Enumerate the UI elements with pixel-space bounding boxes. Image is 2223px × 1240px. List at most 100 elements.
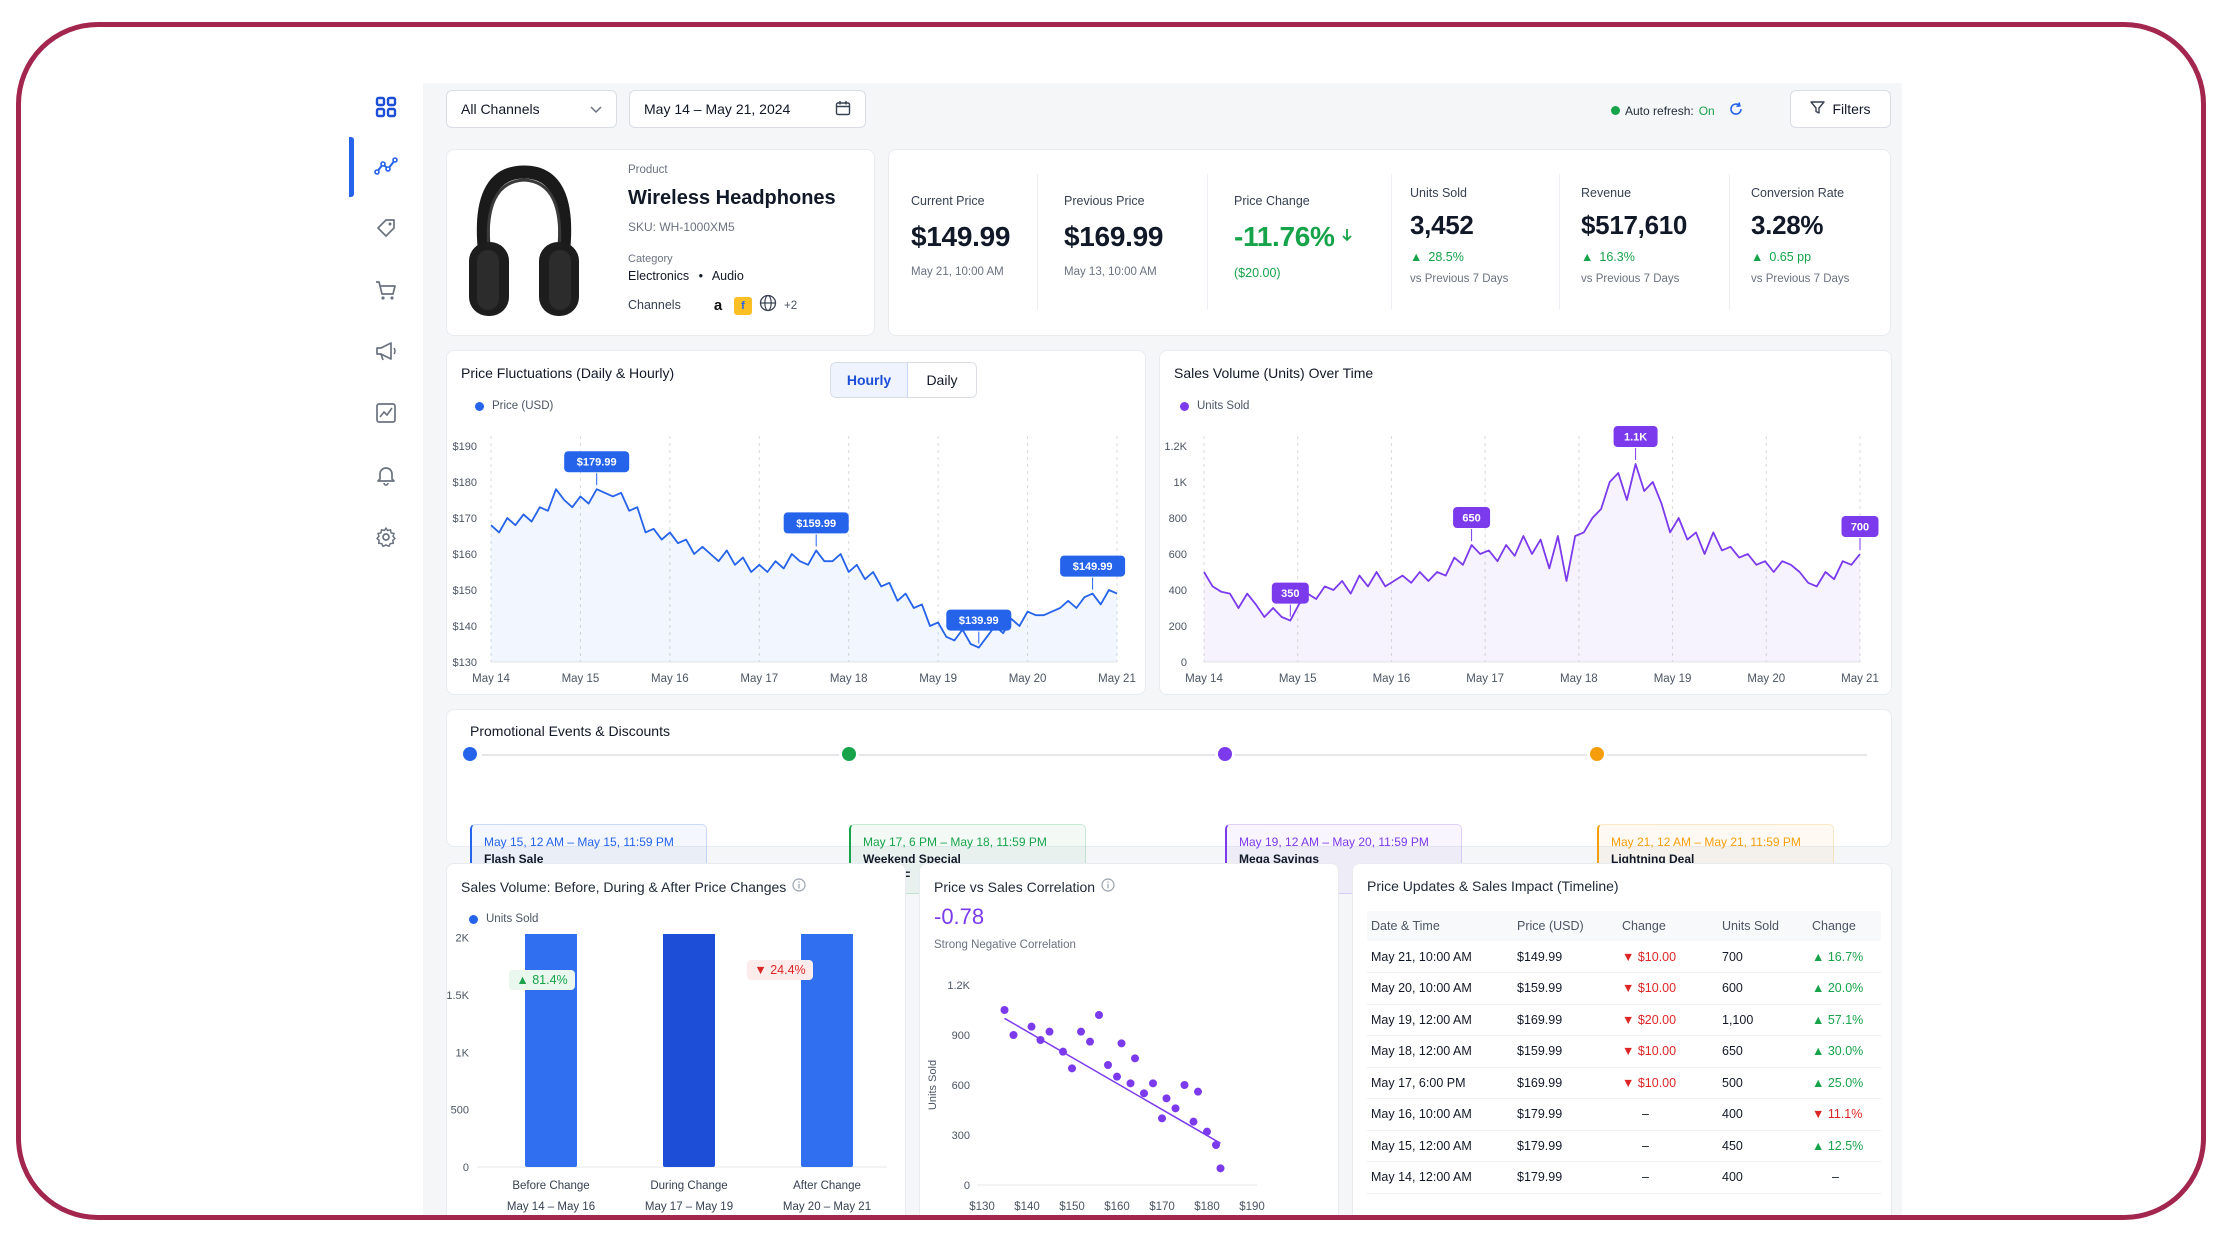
- tab-hourly[interactable]: Hourly: [831, 363, 908, 397]
- cell-price-change: ▼ $10.00: [1622, 1035, 1722, 1068]
- dashboard-grid-icon[interactable]: [369, 90, 403, 124]
- cell-units-change: ▼ 11.1%: [1812, 1098, 1881, 1131]
- kpi-sub: vs Previous 7 Days: [1581, 273, 1680, 285]
- x-tick-label: May 14: [472, 673, 510, 685]
- table-row[interactable]: May 21, 10:00 AM $149.99 ▼ $10.00 700 ▲ 16.7…: [1367, 941, 1881, 973]
- kpi-label: Revenue: [1581, 186, 1632, 200]
- megaphone-icon[interactable]: [369, 334, 403, 368]
- bar: [801, 934, 853, 1167]
- table-row[interactable]: May 18, 12:00 AM $159.99 ▼ $10.00 650 ▲ 30.0…: [1367, 1035, 1881, 1068]
- volume-legend: Units Sold: [1180, 400, 1249, 412]
- table-row[interactable]: May 16, 10:00 AM $179.99–400 ▼ 11.1%: [1367, 1098, 1881, 1131]
- x-tick-label: May 16: [651, 673, 689, 685]
- scatter-point: [1045, 1027, 1054, 1036]
- x-tick-label: $190: [1239, 1201, 1265, 1213]
- table-row[interactable]: May 17, 6:00 PM $169.99 ▼ $10.00 500 ▲ 25.0%: [1367, 1067, 1881, 1099]
- kpi-revenue: Revenue $517,610 ▲ 16.3% vs Previous 7 Da…: [1581, 186, 1687, 285]
- chevron-down-icon: [590, 101, 602, 117]
- annotation-badge: [564, 451, 630, 473]
- product-category: Electronics • Audio: [628, 269, 744, 283]
- annotation-badge: [1271, 582, 1309, 604]
- channel-select[interactable]: All Channels: [446, 90, 617, 128]
- tab-daily[interactable]: Daily: [926, 372, 958, 388]
- dashboard-app: All Channels May 14 – May 21, 2024 Auto …: [349, 83, 1902, 1215]
- cell-units: 500: [1722, 1067, 1812, 1099]
- scatter-point: [1158, 1114, 1166, 1123]
- channels-more-count[interactable]: +2: [784, 299, 798, 312]
- event-name: Mega Savings: [1239, 852, 1320, 866]
- col-date: Date & Time: [1371, 919, 1440, 933]
- annotation-badge: [1613, 426, 1658, 447]
- event-dates: May 17, 6 PM – May 18, 11:59 PM: [863, 835, 1047, 849]
- annotation-label: $139.99: [959, 615, 999, 627]
- before-after-title: Sales Volume: Before, During & After Pri…: [461, 878, 787, 895]
- filters-button[interactable]: Filters: [1790, 90, 1891, 128]
- scatter-point: [1086, 1037, 1094, 1046]
- scatter-point: [1009, 1031, 1018, 1039]
- arrow-down-icon: [1341, 228, 1353, 247]
- event-marker-dot[interactable]: [1218, 747, 1232, 761]
- product-card: Product Wireless Headphones SKU: WH-1000…: [446, 149, 875, 336]
- x-tick-label: May 20: [1009, 673, 1047, 685]
- auto-refresh-status: Auto refresh: On: [1611, 101, 1744, 120]
- category-label: During Change: [650, 1180, 727, 1192]
- y-tick-label: 1.2K: [1164, 441, 1187, 453]
- refresh-icon[interactable]: [1728, 101, 1744, 120]
- kpi-previous-price: Previous Price $169.99 May 13, 10:00 AM: [1064, 194, 1163, 278]
- kpi-value: 3.28%: [1751, 210, 1824, 240]
- settings-gear-icon[interactable]: [369, 520, 403, 554]
- cell-units: 400: [1722, 1098, 1812, 1131]
- category-label: Category: [628, 253, 673, 265]
- product-name: Wireless Headphones: [628, 187, 836, 209]
- info-icon[interactable]: [1101, 878, 1115, 895]
- globe-icon[interactable]: [759, 294, 777, 317]
- cell-price: $159.99: [1517, 972, 1622, 1005]
- x-tick-label: May 19: [919, 673, 957, 685]
- bell-icon[interactable]: [369, 458, 403, 492]
- period-label: May 14 – May 16: [507, 1201, 595, 1213]
- y-tick-label: 1K: [456, 1047, 470, 1059]
- price-tag-icon[interactable]: [369, 211, 403, 245]
- annotation-label: $149.99: [1073, 561, 1113, 573]
- annotation-badge: [1841, 516, 1879, 537]
- info-icon[interactable]: [792, 878, 806, 895]
- table-row[interactable]: May 15, 12:00 AM $179.99–450 ▲ 12.5%: [1367, 1130, 1881, 1162]
- legend-dot-icon: [469, 914, 478, 924]
- cell-date: May 14, 12:00 AM: [1367, 1161, 1517, 1194]
- delta-down-label: ▼ 24.4%: [754, 963, 805, 977]
- kpi-sub: ($20.00): [1234, 266, 1281, 280]
- cell-date: May 21, 10:00 AM: [1367, 941, 1517, 973]
- x-tick-label: May 21: [1098, 673, 1136, 685]
- status-dot-icon: [1611, 106, 1620, 115]
- table-row[interactable]: May 20, 10:00 AM $159.99 ▼ $10.00 600 ▲ 20.0…: [1367, 972, 1881, 1005]
- event-dates: May 19, 12 AM – May 20, 11:59 PM: [1239, 835, 1429, 849]
- cart-icon[interactable]: [369, 273, 403, 307]
- cell-price-change: –: [1622, 1161, 1722, 1194]
- cell-units-change: ▲ 16.7%: [1812, 941, 1881, 973]
- cell-units: 700: [1722, 941, 1812, 973]
- event-dates: May 21, 12 AM – May 21, 11:59 PM: [1611, 835, 1801, 849]
- analytics-trend-icon[interactable]: [369, 150, 403, 184]
- volume-chart-title: Sales Volume (Units) Over Time: [1174, 365, 1374, 381]
- event-marker-dot[interactable]: [1590, 747, 1604, 761]
- bar: [663, 934, 715, 1167]
- y-tick-label: $190: [453, 441, 477, 453]
- auto-refresh-value: On: [1698, 103, 1715, 118]
- date-range-picker[interactable]: May 14 – May 21, 2024: [629, 90, 866, 128]
- kpi-label: Current Price: [911, 194, 985, 208]
- before-after-card: Sales Volume: Before, During & After Pri…: [446, 863, 906, 1215]
- table-row[interactable]: May 19, 12:00 AM $169.99 ▼ $20.00 1,100 ▲ 57…: [1367, 1004, 1881, 1036]
- flipkart-icon[interactable]: f: [734, 296, 752, 315]
- event-marker-dot[interactable]: [842, 747, 856, 761]
- cell-price: $159.99: [1517, 1035, 1622, 1068]
- report-chart-icon[interactable]: [369, 396, 403, 430]
- event-marker-dot[interactable]: [463, 747, 477, 761]
- price-chart-title: Price Fluctuations (Daily & Hourly): [461, 365, 675, 381]
- amazon-icon[interactable]: a: [713, 297, 723, 314]
- event-name: Lightning Deal: [1611, 852, 1695, 866]
- table-row[interactable]: May 14, 12:00 AM $179.99–400–: [1367, 1161, 1881, 1194]
- cell-units: 650: [1722, 1035, 1812, 1068]
- x-tick-label: May 19: [1654, 673, 1692, 685]
- y-tick-label: 0: [1181, 657, 1187, 669]
